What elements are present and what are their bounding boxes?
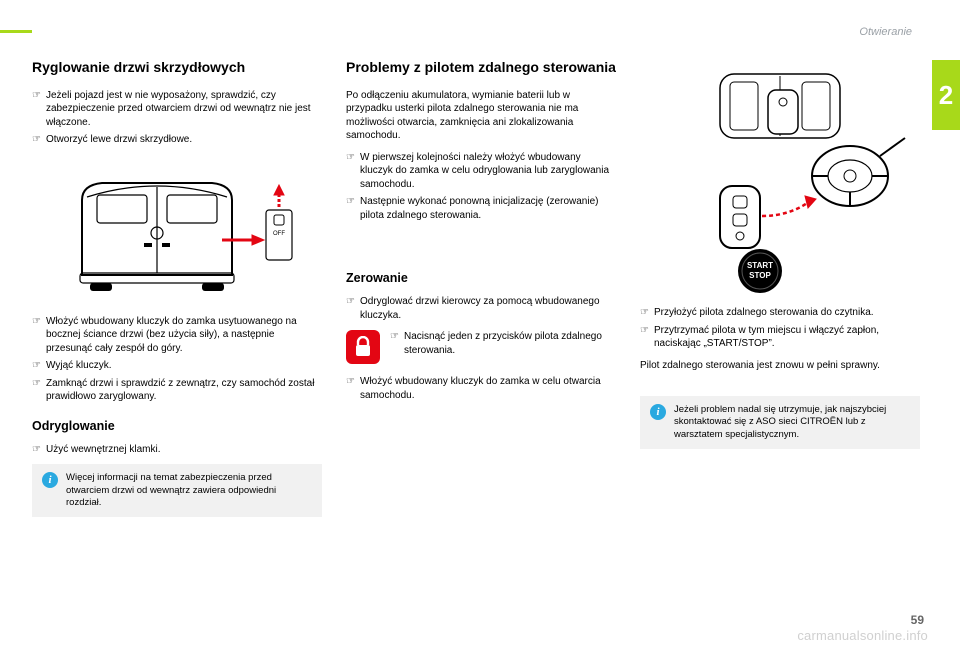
bullet-text: Jeżeli pojazd jest w nie wyposażony, spr… (46, 89, 322, 130)
bullet-mark: ☞ (32, 133, 46, 147)
col3-bullets-1: ☞Przyłożyć pilota zdalnego sterowania do… (640, 306, 920, 351)
lock-icon-row: ☞Nacisnąć jeden z przycisków pilota zdal… (346, 330, 616, 365)
col2-bullets-1: ☞W pierwszej kolejności należy włożyć wb… (346, 151, 616, 223)
accent-bar (0, 30, 32, 33)
bullet-text: Otworzyć lewe drzwi skrzydłowe. (46, 133, 322, 147)
col1-heading: Ryglowanie drzwi skrzydłowych (32, 58, 322, 77)
bullet-mark: ☞ (32, 377, 46, 404)
col3-outro: Pilot zdalnego sterowania jest znowu w p… (640, 359, 920, 373)
bullet-text: Nacisnąć jeden z przycisków pilota zdaln… (404, 330, 616, 357)
column-2: Problemy z pilotem zdalnego sterowania P… (346, 58, 616, 618)
bullet-mark: ☞ (32, 443, 46, 457)
info-icon: i (42, 472, 58, 488)
bullet-text: Odryglować drzwi kierowcy za pomocą wbud… (360, 295, 616, 322)
bullet-mark: ☞ (346, 295, 360, 322)
bullet-mark: ☞ (32, 89, 46, 130)
off-label: OFF (273, 231, 285, 237)
figure-start-stop: START STOP (640, 66, 920, 296)
col2-intro: Po odłączeniu akumulatora, wymianie bate… (346, 89, 616, 143)
col2-bullets-3: ☞Włożyć wbudowany kluczyk do zamka w cel… (346, 375, 616, 402)
info-text: Więcej informacji na temat zabezpieczeni… (66, 472, 312, 509)
bullet-mark: ☞ (32, 315, 46, 356)
watermark: carmanualsonline.info (797, 628, 928, 643)
column-3: START STOP ☞Przyłożyć pilota zdalnego st… (640, 58, 920, 618)
info-text: Jeżeli problem nadal się utrzymuje, jak … (674, 404, 910, 441)
columns: Ryglowanie drzwi skrzydłowych ☞Jeżeli po… (32, 58, 928, 618)
bullet-mark: ☞ (346, 151, 360, 192)
bullet-mark: ☞ (390, 330, 404, 357)
bullet-text: Przyłożyć pilota zdalnego sterowania do … (654, 306, 920, 320)
bullet-mark: ☞ (346, 375, 360, 402)
bullet-text: Następnie wykonać ponowną inicjalizację … (360, 195, 616, 222)
svg-text:START: START (747, 261, 773, 270)
col2-subheading: Zerowanie (346, 270, 616, 287)
bullet-text: Użyć wewnętrznej klamki. (46, 443, 322, 457)
page-number: 59 (911, 613, 924, 627)
bullet-text: Włożyć wbudowany kluczyk do zamka w celu… (360, 375, 616, 402)
col2-bullets-2: ☞Odryglować drzwi kierowcy za pomocą wbu… (346, 295, 616, 322)
info-icon: i (650, 404, 666, 420)
col1-subheading: Odryglowanie (32, 418, 322, 435)
bullet-mark: ☞ (640, 306, 654, 320)
col1-bullets-1: ☞Jeżeli pojazd jest w nie wyposażony, sp… (32, 89, 322, 147)
chapter-tab: 2 (932, 60, 960, 130)
col1-bullets-2: ☞Włożyć wbudowany kluczyk do zamka usytu… (32, 315, 322, 404)
bullet-mark: ☞ (32, 359, 46, 373)
info-box: i Jeżeli problem nadal się utrzymuje, ja… (640, 396, 920, 449)
bullet-text: Włożyć wbudowany kluczyk do zamka usytuo… (46, 315, 322, 356)
manual-page: Otwieranie 2 Ryglowanie drzwi skrzydłowy… (0, 0, 960, 649)
bullet-text: Zamknąć drzwi i sprawdzić z zewnątrz, cz… (46, 377, 322, 404)
column-1: Ryglowanie drzwi skrzydłowych ☞Jeżeli po… (32, 58, 322, 618)
figure-van-rear: OFF (32, 155, 322, 305)
breadcrumb: Otwieranie (859, 26, 912, 38)
bullet-text: Wyjąć kluczyk. (46, 359, 322, 373)
col2-heading: Problemy z pilotem zdalnego sterowania (346, 58, 616, 77)
bullet-mark: ☞ (346, 195, 360, 222)
info-box: i Więcej informacji na temat zabezpiecze… (32, 464, 322, 517)
svg-text:STOP: STOP (749, 271, 771, 280)
bullet-text: W pierwszej kolejności należy włożyć wbu… (360, 151, 616, 192)
lock-icon (346, 330, 380, 364)
bullet-mark: ☞ (640, 324, 654, 351)
bullet-text: Przytrzymać pilota w tym miejscu i włącz… (654, 324, 920, 351)
col1-bullets-3: ☞Użyć wewnętrznej klamki. (32, 443, 322, 457)
